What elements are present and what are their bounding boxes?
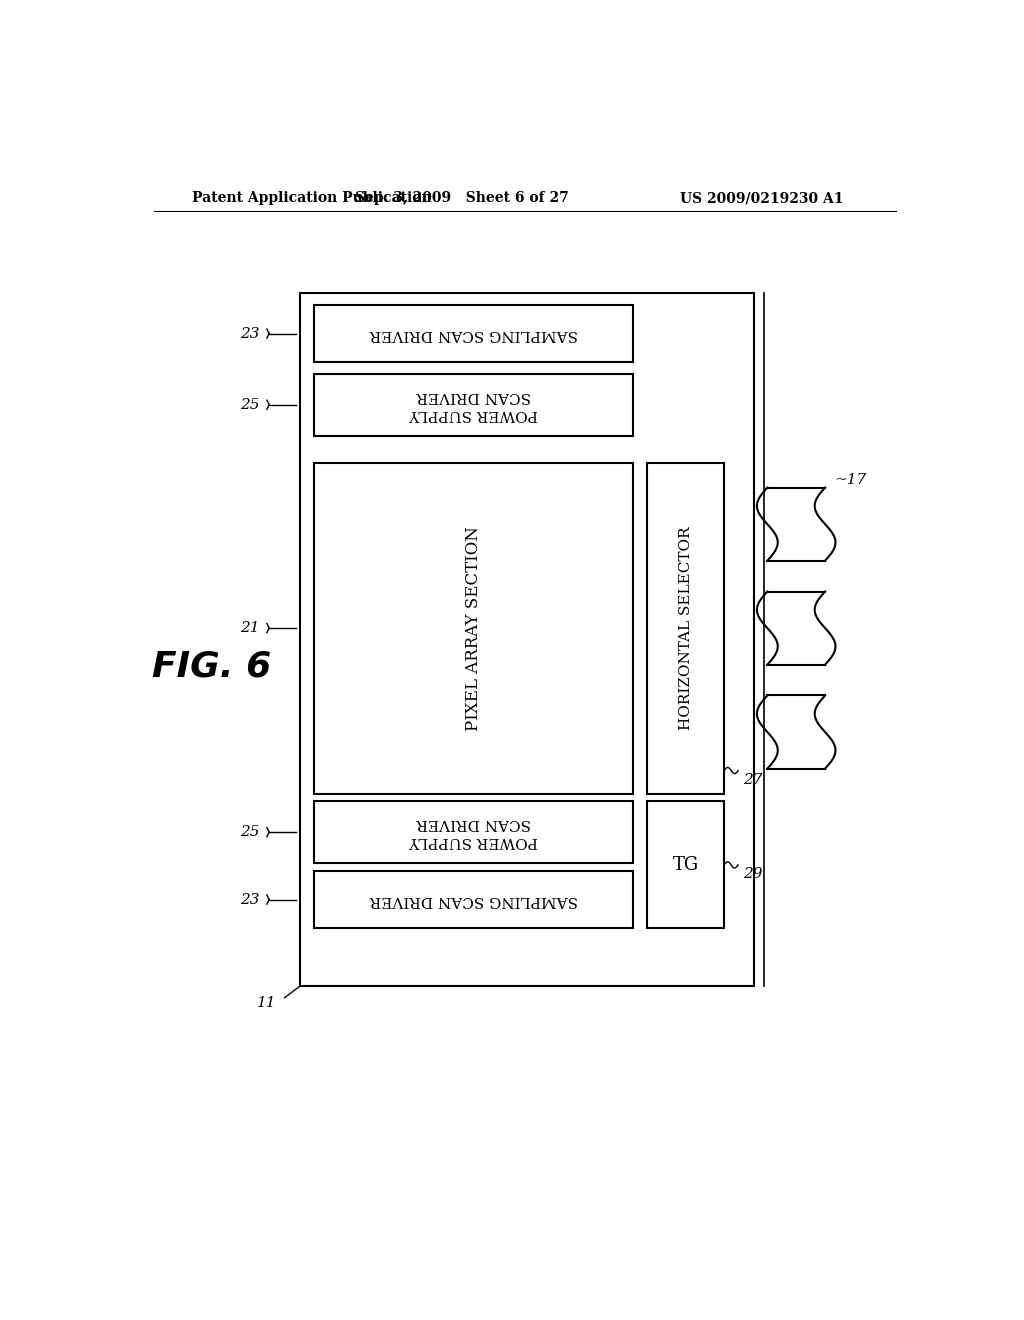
- Bar: [313, 305, 634, 363]
- Text: POWER SUPPLY
SCAN DRIVER: POWER SUPPLY SCAN DRIVER: [410, 816, 538, 849]
- Text: 23: 23: [241, 326, 260, 341]
- Text: PIXEL ARRAY SECTION: PIXEL ARRAY SECTION: [465, 525, 482, 730]
- Text: 21: 21: [241, 622, 260, 635]
- Text: Sep. 3, 2009   Sheet 6 of 27: Sep. 3, 2009 Sheet 6 of 27: [354, 191, 568, 206]
- Text: 25: 25: [241, 397, 260, 412]
- Text: SAMPLING SCAN DRIVER: SAMPLING SCAN DRIVER: [370, 892, 578, 907]
- Text: FIG. 6: FIG. 6: [152, 649, 271, 684]
- Bar: [313, 801, 634, 863]
- Text: 25: 25: [241, 825, 260, 840]
- Text: US 2009/0219230 A1: US 2009/0219230 A1: [680, 191, 844, 206]
- Text: 23: 23: [241, 892, 260, 907]
- Text: 11: 11: [257, 997, 276, 1010]
- Bar: [313, 462, 634, 793]
- Text: ~17: ~17: [835, 473, 866, 487]
- Bar: [647, 801, 724, 928]
- Text: HORIZONTAL SELECTOR: HORIZONTAL SELECTOR: [679, 527, 692, 730]
- Bar: [313, 374, 634, 436]
- Text: 27: 27: [743, 772, 763, 787]
- Text: TG: TG: [673, 855, 698, 874]
- Text: Patent Application Publication: Patent Application Publication: [193, 191, 432, 206]
- Bar: [313, 871, 634, 928]
- Bar: [647, 462, 724, 793]
- Text: POWER SUPPLY
SCAN DRIVER: POWER SUPPLY SCAN DRIVER: [410, 388, 538, 421]
- Text: 29: 29: [743, 867, 763, 882]
- Bar: [300, 293, 755, 986]
- Text: SAMPLING SCAN DRIVER: SAMPLING SCAN DRIVER: [370, 326, 578, 341]
